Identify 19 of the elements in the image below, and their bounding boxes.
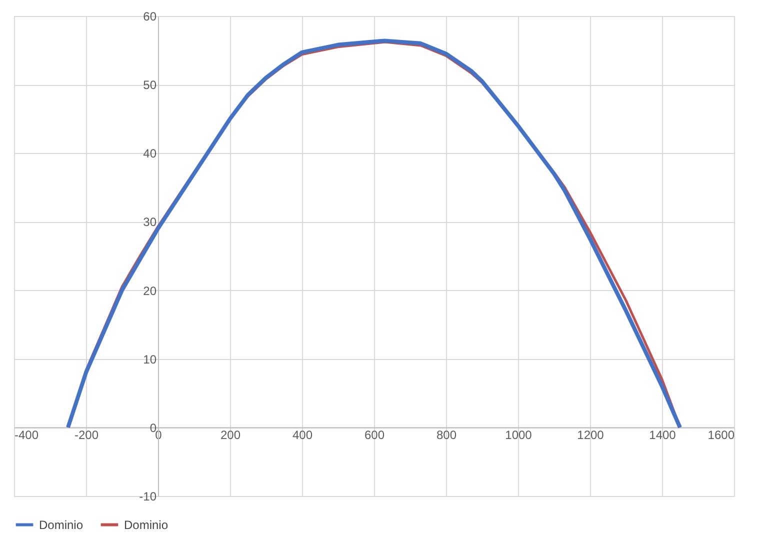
x-tick-label: 200 (220, 428, 241, 442)
x-tick-label: 1600 (708, 428, 735, 442)
y-tick-label: 60 (143, 10, 157, 24)
x-tick-label: -400 (14, 428, 39, 442)
legend-label: Dominio (39, 518, 84, 532)
y-tick-label: 30 (143, 215, 157, 230)
x-tick-label: 1200 (577, 428, 604, 442)
x-tick-label: 800 (436, 428, 457, 442)
y-tick-label: 20 (143, 284, 157, 298)
y-tick-label: -10 (139, 490, 157, 504)
x-tick-label: 400 (292, 428, 313, 442)
y-tick-label: 50 (143, 78, 157, 92)
y-tick-label: 40 (143, 146, 157, 161)
x-tick-label: 1400 (649, 428, 676, 442)
x-tick-label: 600 (364, 428, 385, 442)
legend-label: Dominio (124, 518, 168, 532)
x-tick-label: 1000 (505, 428, 532, 442)
y-tick-label: 10 (143, 352, 157, 366)
x-tick-label: -200 (74, 428, 99, 442)
